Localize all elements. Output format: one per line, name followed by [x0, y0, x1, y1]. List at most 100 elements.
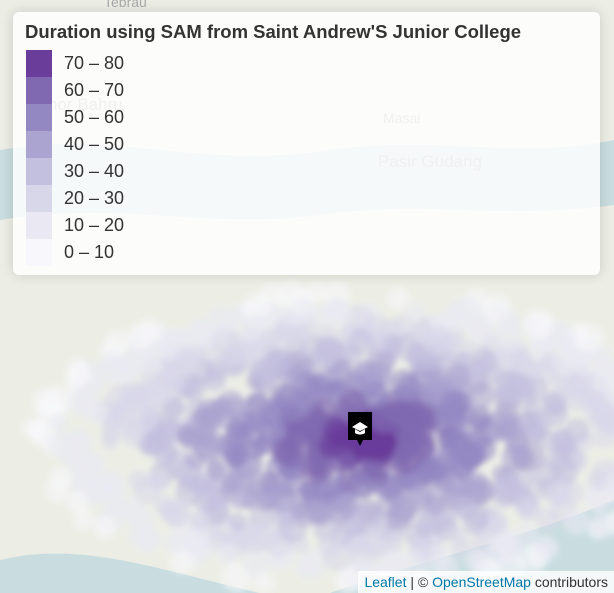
isochrone-point: [267, 482, 298, 512]
isochrone-point: [196, 408, 215, 427]
isochrone-point: [494, 323, 524, 353]
legend-label: 30 – 40: [64, 161, 125, 181]
isochrone-point: [369, 406, 398, 435]
isochrone-point: [535, 508, 558, 531]
isochrone-point: [558, 336, 579, 357]
isochrone-point: [399, 549, 426, 576]
isochrone-point: [48, 412, 69, 432]
isochrone-point: [391, 401, 414, 423]
isochrone-point: [152, 386, 173, 406]
legend-label: 40 – 50: [64, 134, 125, 154]
legend-swatch: [26, 185, 52, 212]
isochrone-point: [552, 349, 579, 376]
isochrone-point: [247, 312, 269, 333]
isochrone-point: [194, 477, 218, 501]
legend-swatch: [26, 212, 52, 239]
isochrone-point: [251, 357, 281, 387]
isochrone-point: [140, 429, 165, 453]
isochrone-point: [520, 375, 549, 404]
isochrone-point: [439, 389, 470, 419]
isochrone-point: [291, 502, 310, 521]
isochrone-point: [172, 345, 199, 373]
isochrone-point: [179, 472, 199, 493]
isochrone-point: [88, 472, 117, 502]
isochrone-point: [102, 413, 122, 433]
osm-link[interactable]: OpenStreetMap: [432, 574, 531, 590]
isochrone-point: [109, 354, 138, 383]
legend-swatch: [26, 239, 52, 266]
isochrone-point: [66, 432, 94, 461]
isochrone-point: [282, 450, 302, 471]
isochrone-point: [128, 470, 149, 491]
isochrone-point: [476, 352, 499, 374]
isochrone-point: [385, 503, 413, 531]
isochrone-point: [49, 466, 73, 490]
isochrone-point: [128, 508, 155, 535]
isochrone-point: [516, 498, 536, 519]
isochrone-point: [389, 369, 420, 400]
isochrone-point: [382, 531, 405, 553]
legend-label: 50 – 60: [64, 107, 125, 127]
isochrone-point: [361, 527, 390, 556]
isochrone-point: [86, 454, 105, 473]
leaflet-link[interactable]: Leaflet: [364, 574, 407, 590]
isochrone-point: [206, 461, 227, 482]
isochrone-point: [365, 314, 389, 338]
isochrone-point: [363, 381, 391, 408]
isochrone-point: [308, 499, 335, 526]
isochrone-point: [154, 495, 176, 516]
isochrone-point: [442, 429, 462, 449]
isochrone-point: [322, 542, 352, 571]
legend-label: 10 – 20: [64, 215, 125, 235]
isochrone-point: [469, 552, 488, 571]
legend-swatch: [26, 77, 52, 104]
isochrone-point: [516, 522, 539, 545]
isochrone-point: [418, 454, 442, 478]
isochrone-point: [498, 418, 518, 438]
marker-icon: [348, 412, 372, 446]
isochrone-point: [387, 287, 410, 310]
isochrone-point: [446, 300, 469, 322]
isochrone-point: [227, 512, 247, 532]
isochrone-point: [66, 361, 92, 387]
legend: Duration using SAM from Saint Andrew'S J…: [13, 12, 600, 275]
isochrone-point: [593, 344, 612, 363]
isochrone-point: [337, 388, 368, 419]
isochrone-point: [605, 509, 614, 534]
isochrone-point: [253, 572, 275, 593]
isochrone-point: [492, 473, 520, 500]
isochrone-point: [410, 352, 430, 372]
isochrone-point: [66, 490, 89, 513]
legend-title: Duration using SAM from Saint Andrew'S J…: [25, 21, 522, 42]
isochrone-point: [73, 508, 95, 530]
isochrone-point: [524, 415, 547, 438]
isochrone-point: [189, 508, 212, 531]
isochrone-point: [348, 328, 376, 356]
isochrone-point: [409, 434, 436, 461]
isochrone-point: [104, 495, 127, 518]
isochrone-point: [315, 335, 343, 363]
isochrone-point: [306, 282, 327, 304]
isochrone-point: [573, 323, 604, 354]
isochrone-point: [466, 443, 486, 463]
legend-label: 0 – 10: [64, 242, 115, 262]
isochrone-point: [244, 292, 272, 320]
isochrone-point: [93, 515, 116, 539]
isochrone-point: [236, 420, 265, 449]
isochrone-point: [382, 334, 404, 356]
isochrone-point: [100, 431, 119, 450]
isochrone-point: [192, 321, 214, 344]
isochrone-point: [603, 377, 614, 402]
isochrone-point: [324, 474, 345, 495]
sea: [0, 553, 260, 593]
legend-swatch: [26, 158, 52, 185]
isochrone-point: [156, 416, 179, 438]
attribution: Leaflet | © OpenStreetMap contributors: [358, 571, 614, 593]
isochrone-point: [278, 514, 307, 543]
isochrone-point: [241, 489, 263, 510]
school-marker[interactable]: [348, 412, 372, 446]
legend-swatch: [26, 131, 52, 158]
isochrone-point: [497, 370, 527, 399]
isochrone-point: [138, 319, 161, 342]
